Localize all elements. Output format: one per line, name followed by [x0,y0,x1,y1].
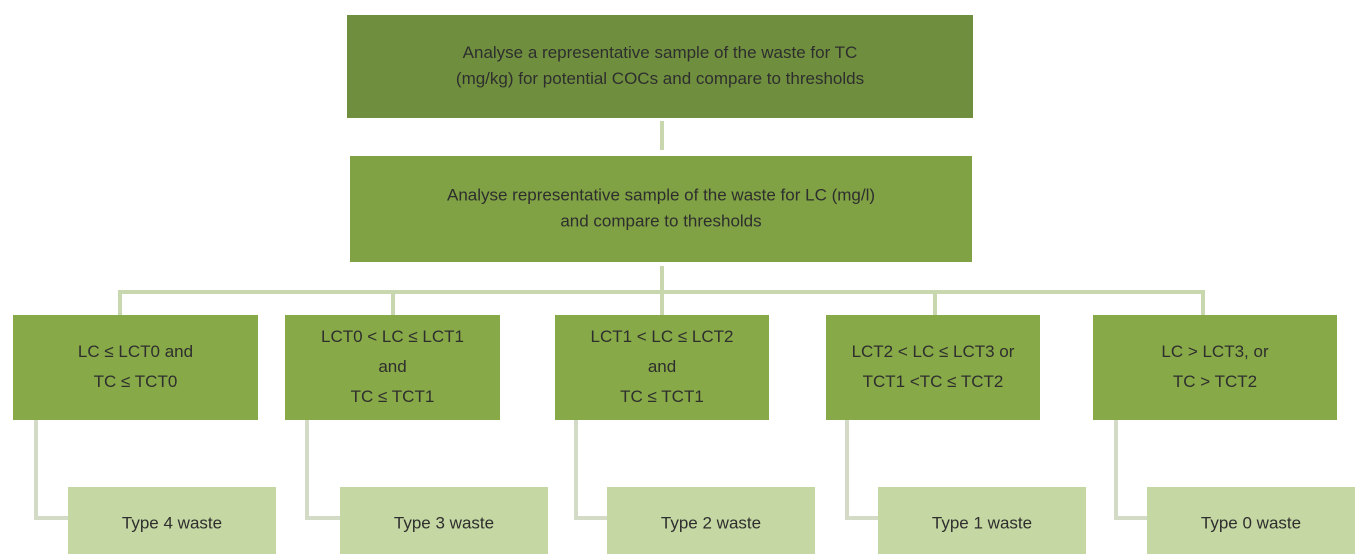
condition-box-text: TCT1 <TC ≤ TCT2 [863,372,1004,391]
second-box-text: Analyse representative sample of the was… [447,185,875,204]
condition-box-text: TC ≤ TCT1 [351,387,435,406]
condition-box-text: TC ≤ TCT1 [620,387,704,406]
condition-box-text: and [648,357,676,376]
outcome-text: Type 0 waste [1201,513,1301,532]
condition-box-text: LC ≤ LCT0 and [78,342,193,361]
second-box-text: and compare to thresholds [560,211,761,230]
condition-box-text: LC > LCT3, or [1161,342,1269,361]
outcome-text: Type 4 waste [122,513,222,532]
outcome-box [607,487,815,554]
condition-box [826,315,1040,420]
condition-box-text: LCT0 < LC ≤ LCT1 [321,327,464,346]
outcome-box [1147,487,1355,554]
outcome-box [878,487,1086,554]
top-box-text: Analyse a representative sample of the w… [463,43,858,62]
connector [305,420,340,520]
condition-box [555,315,769,420]
condition-box-text: LCT1 < LC ≤ LCT2 [590,327,733,346]
second-box [350,156,972,262]
top-box [347,15,973,118]
condition-box-text: TC ≤ TCT0 [94,372,178,391]
condition-box-text: TC > TCT2 [1173,372,1257,391]
condition-box [13,315,258,420]
outcome-text: Type 1 waste [932,513,1032,532]
connector [34,420,68,520]
outcome-text: Type 3 waste [394,513,494,532]
condition-box-text: LCT2 < LC ≤ LCT3 or [852,342,1015,361]
top-box-text: (mg/kg) for potential COCs and compare t… [456,69,864,88]
outcome-box [340,487,548,554]
connector [845,420,878,520]
condition-box [285,315,500,420]
outcome-text: Type 2 waste [661,513,761,532]
condition-box-text: and [378,357,406,376]
condition-box [1093,315,1337,420]
connector [1114,420,1147,520]
connector [574,420,607,520]
outcome-box [68,487,276,554]
